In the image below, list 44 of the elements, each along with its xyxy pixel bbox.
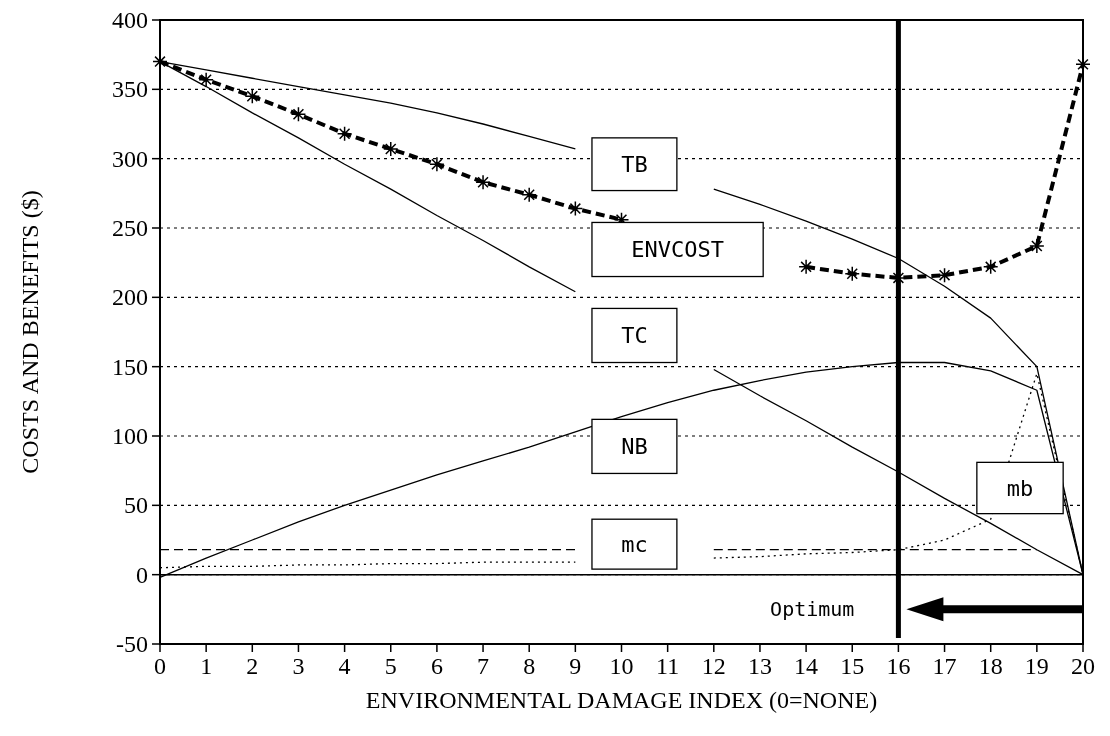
x-tick-label: 7 xyxy=(477,653,490,679)
x-tick-label: 3 xyxy=(292,653,305,679)
label-box: mc xyxy=(591,518,678,570)
x-tick-label: 5 xyxy=(384,653,397,679)
y-tick-label: 50 xyxy=(124,492,148,519)
x-tick-label: 18 xyxy=(978,653,1003,679)
label-box: mb xyxy=(976,461,1064,515)
y-tick-label: 100 xyxy=(112,423,148,449)
y-tick-label: -50 xyxy=(116,631,148,657)
label-box: NB xyxy=(591,418,678,475)
x-tick-label: 2 xyxy=(246,653,259,679)
x-tick-label: 12 xyxy=(701,653,726,679)
label-box: TC xyxy=(591,307,678,364)
y-tick-label: 350 xyxy=(112,76,148,103)
y-tick-label: 400 xyxy=(112,7,148,33)
x-tick-label: 16 xyxy=(886,653,911,679)
x-tick-label: 4 xyxy=(338,653,351,679)
y-tick-label: 300 xyxy=(112,145,148,172)
y-tick-label: 200 xyxy=(112,284,148,311)
text: TC xyxy=(621,323,648,349)
x-tick-label: 0 xyxy=(154,653,166,679)
x-tick-label: 10 xyxy=(609,653,634,679)
x-tick-label: 15 xyxy=(840,653,865,679)
series-label: NB xyxy=(621,434,648,460)
x-tick-label: 14 xyxy=(794,653,819,679)
x-tick-label: 1 xyxy=(200,653,213,679)
x-tick-label: 6 xyxy=(430,653,443,679)
x-tick-label: 19 xyxy=(1024,653,1049,679)
x-tick-label: 9 xyxy=(569,653,582,679)
y-tick-label: 250 xyxy=(112,215,148,241)
x-tick-label: 17 xyxy=(932,653,957,679)
x-tick-label: 11 xyxy=(656,653,680,679)
label-box: TB xyxy=(591,137,678,192)
x-tick-label: 20 xyxy=(1071,653,1095,679)
x-axis-title: ENVIRONMENTAL DAMAGE INDEX (0=NONE) xyxy=(365,687,878,713)
ref-line-label: Optimum xyxy=(770,597,855,622)
series-label: mb xyxy=(1006,476,1034,501)
x-tick-label: 13 xyxy=(747,653,772,679)
y-tick-label: 0 xyxy=(136,561,148,588)
series-label: ENVCOST xyxy=(631,237,724,263)
y-tick-label: 150 xyxy=(112,353,148,380)
label-box: ENVCOST xyxy=(591,221,764,278)
x-tick-label: 8 xyxy=(523,653,536,679)
y-axis-title: COSTS AND BENEFITS ($) xyxy=(17,190,43,474)
